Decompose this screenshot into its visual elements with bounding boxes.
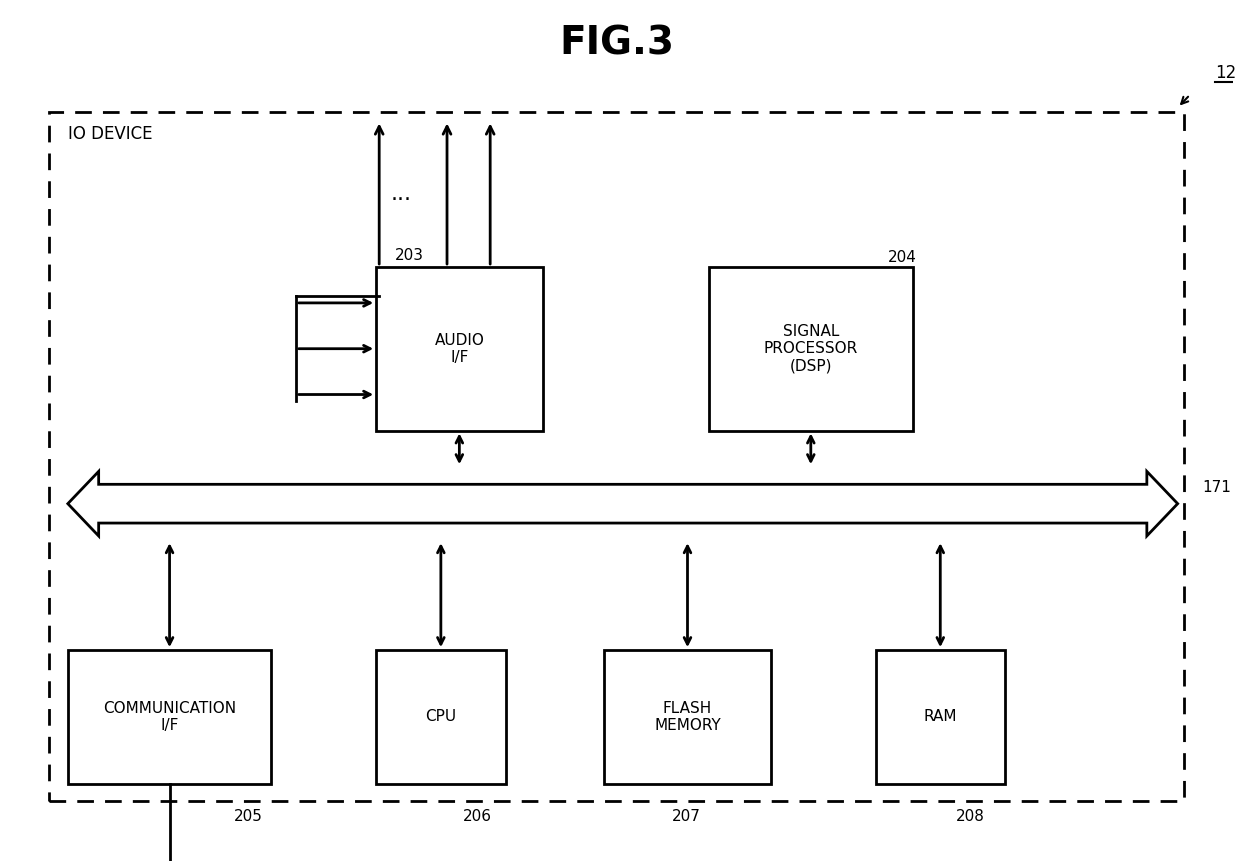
Text: 12: 12: [1215, 64, 1236, 82]
Text: 208: 208: [956, 809, 985, 824]
Text: 205: 205: [234, 809, 263, 824]
Text: RAM: RAM: [924, 709, 957, 724]
Text: CPU: CPU: [425, 709, 456, 724]
Text: 203: 203: [394, 248, 424, 263]
Text: SIGNAL
PROCESSOR
(DSP): SIGNAL PROCESSOR (DSP): [764, 324, 858, 374]
FancyBboxPatch shape: [604, 650, 771, 784]
Text: COMMUNICATION
I/F: COMMUNICATION I/F: [103, 701, 236, 733]
Polygon shape: [68, 472, 1178, 536]
Text: AUDIO
I/F: AUDIO I/F: [434, 332, 485, 365]
Text: 206: 206: [463, 809, 491, 824]
FancyBboxPatch shape: [875, 650, 1006, 784]
Text: FLASH
MEMORY: FLASH MEMORY: [655, 701, 720, 733]
Text: IO DEVICE: IO DEVICE: [68, 125, 153, 143]
FancyBboxPatch shape: [709, 267, 913, 430]
FancyBboxPatch shape: [376, 267, 543, 430]
FancyBboxPatch shape: [68, 650, 272, 784]
Text: ...: ...: [391, 183, 412, 204]
Text: 204: 204: [888, 250, 916, 264]
Text: FIG.3: FIG.3: [559, 24, 675, 62]
FancyBboxPatch shape: [376, 650, 506, 784]
Text: 171: 171: [1203, 480, 1231, 495]
Text: 207: 207: [672, 809, 701, 824]
